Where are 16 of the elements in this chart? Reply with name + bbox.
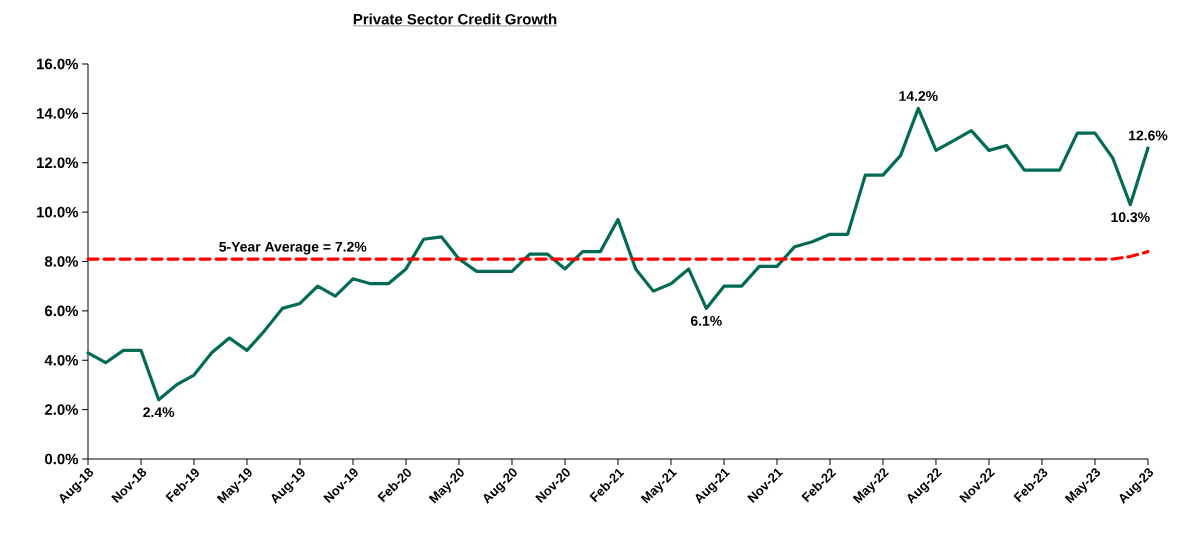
y-tick-label: 12.0% <box>37 157 79 169</box>
chart-title: Private Sector Credit Growth <box>353 13 557 25</box>
y-tick-label: 0.0% <box>45 453 79 465</box>
series-label: 5-Year Average = 7.2% <box>219 241 367 255</box>
y-tick-label: 8.0% <box>44 256 79 267</box>
data-label: 6.1% <box>690 315 722 326</box>
y-tick-label: 4.0% <box>44 354 79 366</box>
y-tick-label: 6.0% <box>44 305 79 317</box>
data-label: 2.4% <box>143 407 175 418</box>
y-tick-label: 16.0% <box>37 58 79 70</box>
y-tick-label: 10.0% <box>37 206 79 218</box>
y-tick-label: 14.0% <box>37 108 79 119</box>
y-tick-label: 2.0% <box>44 404 79 415</box>
data-label: 10.3% <box>1111 212 1150 223</box>
data-label: 12.6% <box>1129 130 1168 141</box>
data-label: 14.2% <box>899 91 938 101</box>
